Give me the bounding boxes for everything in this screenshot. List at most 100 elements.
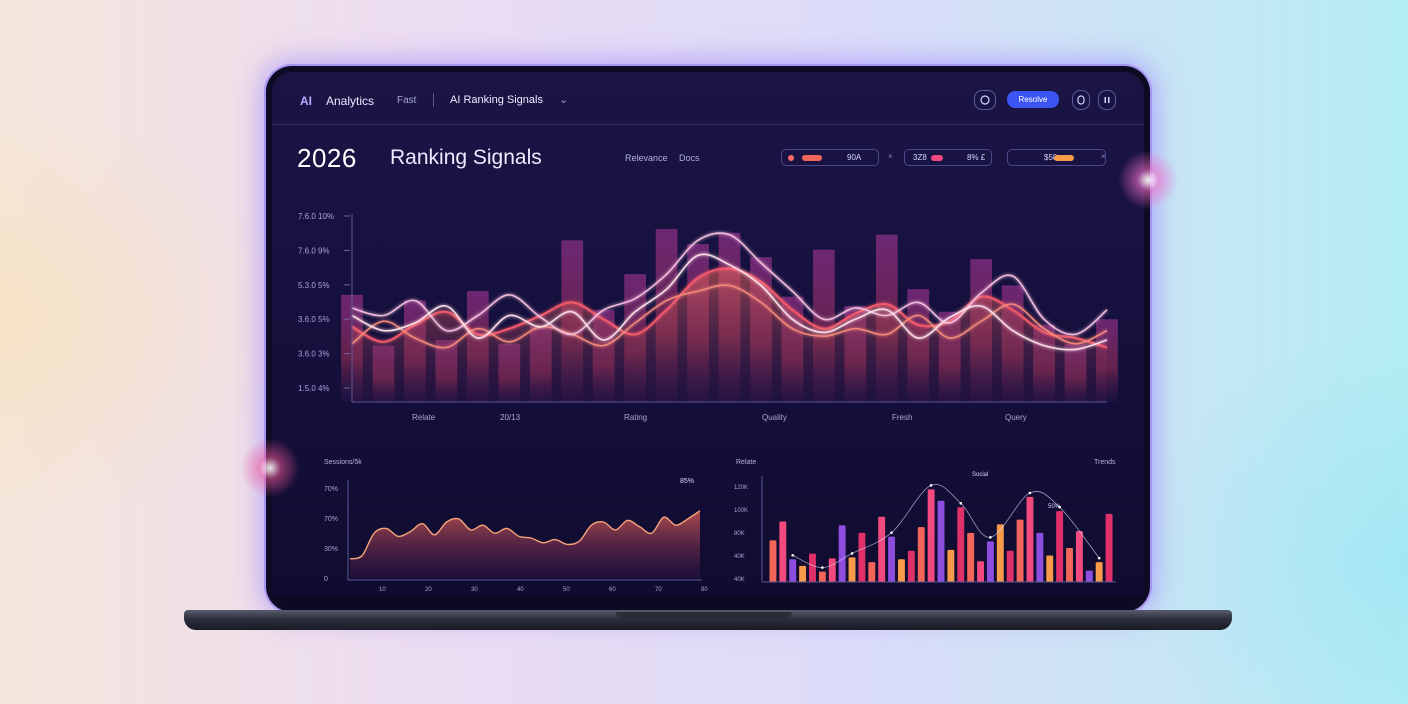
x-tick-label: Query (1005, 413, 1027, 422)
filter-value: 8% £ (967, 153, 986, 162)
screen-bottom-strip (272, 596, 1144, 608)
section-selector[interactable]: AI Ranking Signals (450, 94, 543, 106)
bar (1026, 496, 1034, 582)
series-line (351, 232, 1108, 336)
bar (1006, 550, 1014, 582)
bar (1016, 519, 1024, 582)
relate-bar-chart: 120K 100K 80K 40K 40K Social 50% (734, 472, 1116, 583)
tab-docs[interactable]: Docs (679, 153, 700, 163)
x-tick-label: 20/13 (500, 413, 521, 422)
series-line (351, 267, 1108, 349)
bar (888, 536, 896, 582)
bar (1085, 570, 1093, 582)
bar (1056, 511, 1064, 582)
resolve-button[interactable]: Resolve (1007, 91, 1059, 108)
y-tick-label: 0 (324, 576, 328, 583)
sessions-area-chart: 70% 70% 30% 0 10 20 30 40 50 60 70 80 85% (324, 478, 708, 593)
trend-point (1028, 491, 1032, 495)
bar (779, 521, 787, 582)
y-tick-label: 5.3.0 5% (298, 281, 330, 290)
main-ranking-chart: 7.6.0 10% 7.6.0 9% 5.3.0 5% 3.6.0 5% 3.6.0 3… (298, 212, 1118, 422)
close-icon[interactable]: × (1101, 152, 1106, 161)
area-fill (350, 510, 700, 578)
y-tick-label: 7.6.0 9% (298, 246, 330, 255)
y-tick-label: 3.6.0 5% (298, 315, 330, 324)
filter-level-bar (1054, 155, 1074, 161)
close-icon[interactable]: × (888, 152, 893, 161)
chevron-down-icon[interactable]: ⌄ (559, 94, 569, 106)
y-tick-label: 70% (324, 486, 338, 493)
nav-item-fast[interactable]: Fast (397, 95, 417, 106)
bar (967, 532, 975, 582)
y-tick-label: 40K (734, 554, 745, 560)
trend-point (1058, 505, 1061, 509)
bar (937, 500, 945, 582)
bar (996, 524, 1004, 582)
filter-chip-3[interactable]: $50 (1007, 149, 1106, 166)
trend-point (1097, 556, 1101, 560)
page-title: Ranking Signals (390, 146, 542, 169)
filter-chip-1[interactable]: 90A (781, 149, 879, 166)
trend-point (959, 502, 963, 505)
bar (769, 540, 777, 582)
y-tick-label: 70% (324, 516, 338, 523)
y-tick-label: 1.5.0 4% (298, 384, 330, 393)
tab-relevance[interactable]: Relevance (625, 153, 668, 163)
trend-point (929, 484, 933, 487)
x-tick-label: 20 (425, 587, 432, 593)
series-line (351, 253, 1108, 351)
y-tick-label: 3.6.0 3% (298, 350, 330, 359)
bar (897, 559, 905, 582)
status-dot (788, 155, 794, 161)
bar-annotation: 50% (1048, 504, 1061, 510)
divider (433, 93, 434, 107)
filter-level-bar (931, 155, 943, 161)
bar (868, 562, 876, 582)
y-tick-label: 30% (324, 546, 338, 553)
x-tick-label: Relate (412, 413, 436, 422)
bar (977, 561, 985, 582)
y-tick-label: 80K (734, 531, 745, 537)
bar (1046, 555, 1054, 582)
help-circle-icon[interactable] (974, 90, 996, 110)
filter-value: 90A (847, 153, 862, 162)
filter-chip-2[interactable]: 3Z8 8% £ (904, 149, 992, 166)
x-tick-label: 60 (609, 587, 616, 593)
x-tick-label: 10 (379, 587, 386, 593)
logo: AI (300, 94, 312, 108)
user-icon[interactable] (1072, 90, 1090, 110)
bar-chart-right-label: Trends (1094, 459, 1116, 466)
bar (838, 525, 846, 582)
bar (986, 541, 994, 582)
laptop-base (184, 610, 1232, 630)
bar (947, 549, 955, 582)
trend-point (821, 566, 824, 569)
area-annotation: 85% (680, 478, 694, 485)
bar (1075, 530, 1083, 582)
trend-point (989, 536, 992, 539)
bar (809, 553, 816, 582)
pause-icon[interactable] (1098, 90, 1116, 110)
bar (789, 559, 797, 582)
bar-annotation: Social (972, 472, 988, 478)
bar (907, 550, 915, 582)
bar (878, 516, 886, 582)
bar (828, 558, 836, 582)
y-tick-label: 7.6.0 10% (298, 212, 334, 221)
page-year: 2026 (297, 143, 357, 173)
bar (917, 527, 925, 582)
filter-label: 3Z8 (913, 153, 927, 162)
bar (799, 565, 807, 582)
bar-chart-title: Relate (736, 459, 757, 466)
bar (1066, 547, 1073, 582)
bar (927, 489, 935, 582)
bar (1036, 532, 1044, 582)
bar (1105, 513, 1113, 582)
y-tick-label: 100K (734, 508, 748, 514)
filter-label: $50 (1044, 153, 1058, 162)
bar (848, 557, 856, 582)
trend-point (890, 531, 893, 534)
x-tick-label: 70 (655, 587, 662, 593)
y-tick-label: 120K (734, 485, 748, 491)
dashboard-screen: AI Analytics Fast AI Ranking Signals ⌄ R… (272, 72, 1144, 608)
